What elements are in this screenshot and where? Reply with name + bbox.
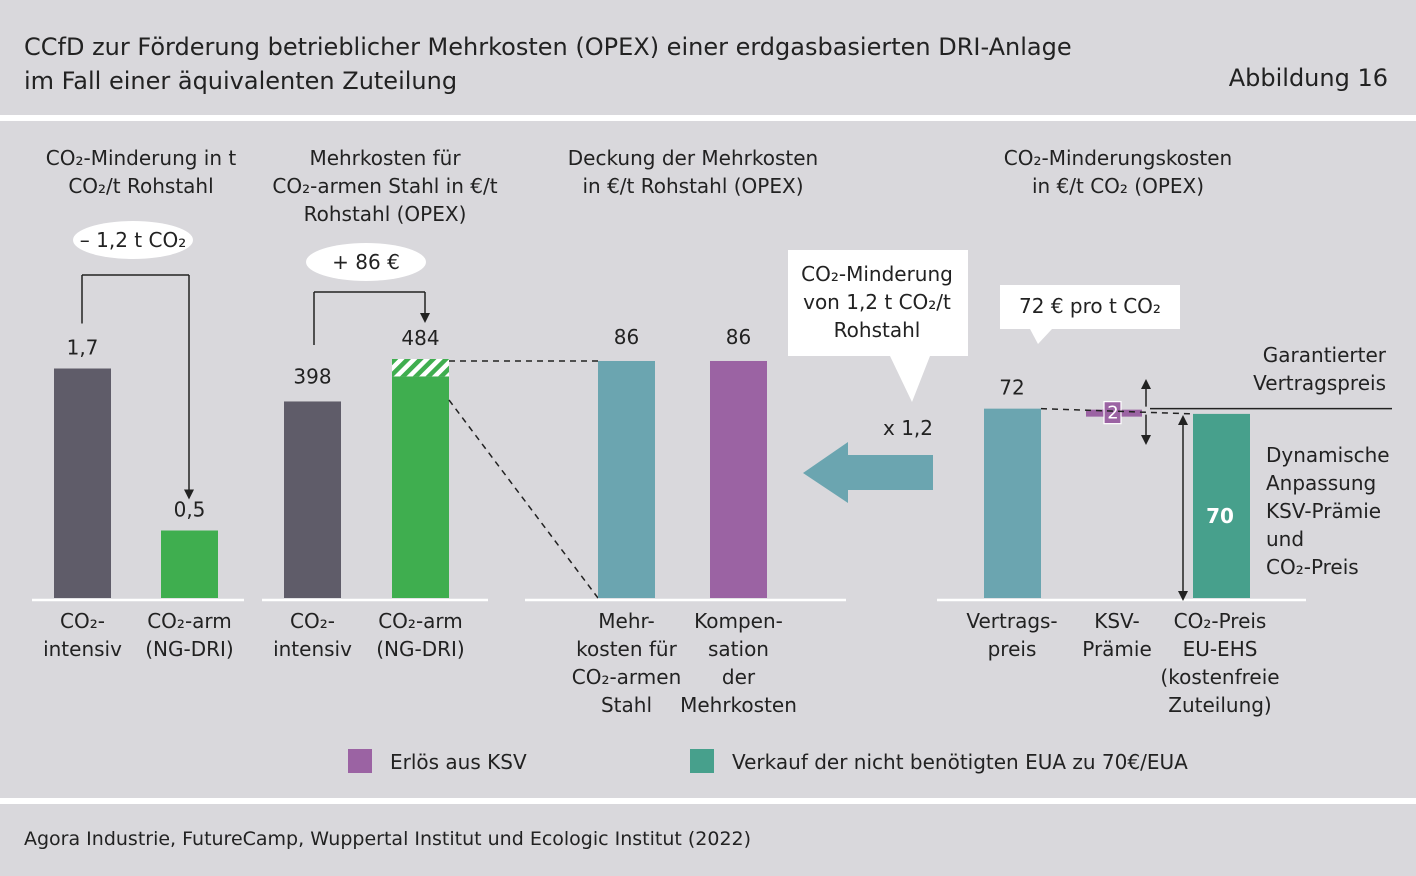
panel2-bar-1	[284, 401, 341, 598]
middle-multiplier-label: x 1,2	[883, 416, 933, 440]
legend-swatch-1	[348, 749, 372, 773]
connector-diagonal-dashed	[448, 399, 599, 599]
bottom-divider	[0, 798, 1416, 804]
header: CCfD zur Förderung betrieblicher Mehrkos…	[0, 0, 1416, 115]
panel4-category-label-3: CO₂-Preis EU-EHS (kostenfreie Zuteilung)	[1160, 609, 1279, 717]
legend-label-1: Erlös aus KSV	[390, 750, 527, 774]
panel2-bar-2-increment	[392, 359, 449, 377]
panel3-value-label-2: 86	[726, 325, 751, 349]
dynamic-adjustment-label: Dynamische Anpassung KSV-Prämie und CO₂-Prei…	[1266, 443, 1390, 579]
panel1-category-label-1: CO₂-intensiv	[43, 609, 122, 661]
panel2-value-label-2: 484	[401, 326, 439, 350]
middle-callout-bubble	[788, 250, 968, 402]
panel4-dashed-link	[1040, 407, 1194, 415]
panel3-bar-2	[710, 360, 767, 598]
panel2-bar-2	[392, 376, 449, 598]
panel4-bar-3	[1193, 413, 1250, 598]
panel3-bar-1	[598, 360, 655, 598]
panel2-category-label-2: CO₂-arm (NG-DRI)	[376, 609, 464, 661]
price-bubble	[1000, 285, 1180, 329]
panel3-value-label-1: 86	[614, 325, 639, 349]
panel3-category-label-2: Kompen-sation der Mehrkosten	[680, 609, 797, 717]
legend-label-2: Verkauf der nicht benötigten EUA zu 70€/…	[732, 750, 1188, 774]
top-divider	[0, 115, 1416, 121]
panel2-category-label-1: CO₂-intensiv	[273, 609, 352, 661]
panel4-value-label-1: 72	[999, 376, 1024, 400]
panel1-annotation-bubble	[73, 221, 193, 259]
panel1-value-label-2: 0,5	[174, 498, 206, 522]
panel1-category-label-2: CO₂-arm (NG-DRI)	[145, 609, 233, 661]
legend-swatch-2	[690, 749, 714, 773]
panel4-bar-2	[1103, 401, 1122, 425]
panel2-value-label-1: 398	[293, 364, 331, 388]
transfer-arrow	[803, 442, 933, 503]
guaranteed-price-label: Garantierter Vertragspreis	[1253, 343, 1387, 395]
price-bubble-text: 72 € pro t CO₂	[1019, 294, 1161, 318]
figure-number: Abbildung 16	[1228, 64, 1388, 92]
panel4-value-label-3: 70	[1206, 504, 1234, 528]
panel4-category-label-1: Vertrags-preis	[966, 609, 1057, 661]
panel1-bar-1	[54, 368, 111, 598]
panel3-category-label-1: Mehr-kosten für CO₂-armen Stahl	[572, 609, 682, 717]
panel3-title: Deckung der Mehrkosten in €/t Rohstahl (O…	[568, 146, 818, 198]
panel2-title: Mehrkosten für CO₂-armen Stahl in €/t Rohs…	[272, 146, 497, 226]
panel2-annotation-bubble	[306, 243, 426, 281]
panel4-category-label-2: KSV-Prämie	[1082, 609, 1152, 661]
panel1-bar-2	[161, 530, 218, 598]
panel2-annotation-text: + 86 €	[332, 250, 400, 274]
panel1-title: CO₂-Minderung in t CO₂/t Rohstahl	[46, 146, 237, 198]
panel1-value-label-1: 1,7	[67, 336, 99, 360]
panel4-title: CO₂-Minderungskosten in €/t CO₂ (OPEX)	[1004, 146, 1232, 198]
panel4-bar-1	[984, 408, 1041, 598]
price-bubble-tail	[1030, 329, 1052, 344]
panel1-annotation-text: – 1,2 t CO₂	[80, 228, 186, 252]
panel4-value-label-2: 2	[1107, 403, 1118, 424]
source-note: Agora Industrie, FutureCamp, Wuppertal I…	[24, 828, 752, 850]
middle-callout-text: CO₂-Minderung von 1,2 t CO₂/t Rohstahl	[801, 262, 953, 342]
figure-title: CCfD zur Förderung betrieblicher Mehrkos…	[24, 33, 1072, 95]
